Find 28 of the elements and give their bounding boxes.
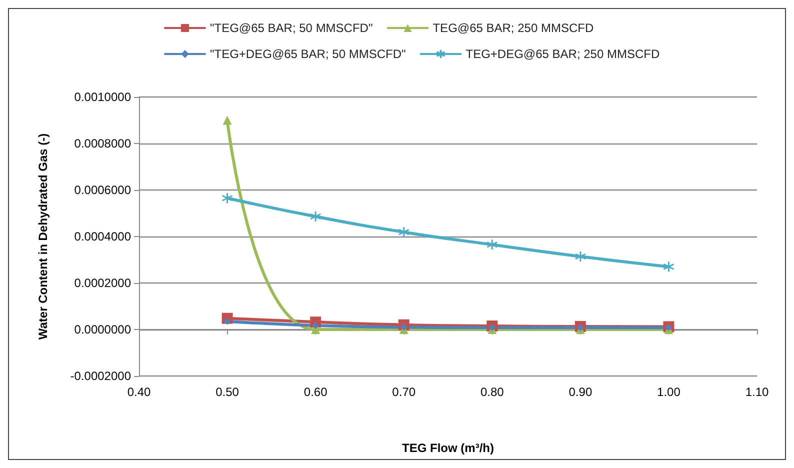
x-tick-label: 0.90 <box>568 385 592 399</box>
point <box>222 116 232 125</box>
x-tick-label: 0.50 <box>216 385 240 399</box>
x-tick-label: 0.60 <box>304 385 328 399</box>
y-tick-label: 0.0004000 <box>74 230 132 244</box>
y-tick-label: 0.0000000 <box>74 322 132 336</box>
x-tick-label: 1.00 <box>657 385 681 399</box>
point <box>222 192 234 204</box>
x-tick-label: 0.80 <box>480 385 504 399</box>
x-tick-label: 0.40 <box>127 385 151 399</box>
x-tick-label: 1.10 <box>745 385 769 399</box>
legend-label: TEG+DEG@65 BAR; 250 MMSCFD <box>466 47 660 61</box>
point <box>310 210 322 222</box>
legend-label: TEG@65 BAR; 250 MMSCFD <box>432 21 594 35</box>
point <box>398 226 410 238</box>
x-tick-label: 0.70 <box>392 385 416 399</box>
point <box>662 260 674 272</box>
point <box>486 238 498 250</box>
y-tick-label: 0.0006000 <box>74 183 132 197</box>
legend-label: "TEG@65 BAR; 50 MMSCFD" <box>210 21 373 35</box>
y-tick-label: 0.0002000 <box>74 276 132 290</box>
point <box>574 250 586 262</box>
y-tick-label: 0.0008000 <box>74 136 132 150</box>
legend-label: "TEG+DEG@65 BAR; 50 MMSCFD" <box>210 47 406 61</box>
y-tick-label: -0.0002000 <box>70 369 132 383</box>
y-axis-title: Water Content in Dehydrated Gas (-) <box>36 133 50 340</box>
x-axis-title: TEG Flow (m³/h) <box>402 441 494 455</box>
y-tick-label: 0.0010000 <box>74 90 132 104</box>
